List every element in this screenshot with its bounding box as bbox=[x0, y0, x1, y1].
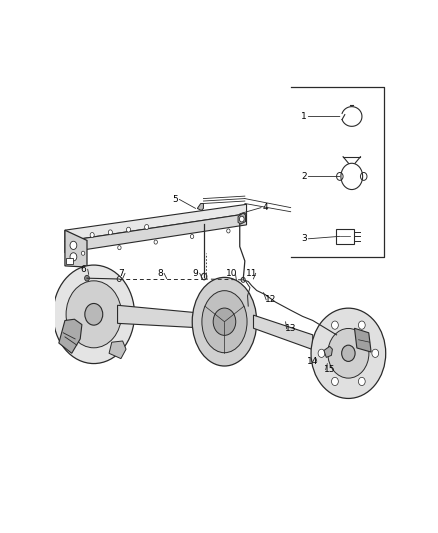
Circle shape bbox=[108, 230, 113, 235]
Text: 11: 11 bbox=[246, 269, 258, 278]
Circle shape bbox=[227, 229, 230, 233]
Text: 1: 1 bbox=[301, 112, 307, 121]
Text: 5: 5 bbox=[173, 195, 178, 204]
Circle shape bbox=[241, 277, 245, 282]
Circle shape bbox=[358, 377, 365, 385]
Circle shape bbox=[127, 227, 131, 232]
Circle shape bbox=[90, 232, 94, 238]
Text: 7: 7 bbox=[118, 269, 124, 278]
Circle shape bbox=[328, 328, 369, 378]
Circle shape bbox=[53, 265, 134, 364]
Circle shape bbox=[191, 235, 194, 239]
Polygon shape bbox=[109, 341, 126, 359]
Circle shape bbox=[332, 377, 338, 385]
Circle shape bbox=[318, 349, 325, 358]
Polygon shape bbox=[59, 319, 82, 353]
Text: 13: 13 bbox=[285, 324, 297, 333]
Circle shape bbox=[154, 240, 157, 244]
Circle shape bbox=[66, 281, 121, 348]
Polygon shape bbox=[117, 305, 201, 328]
Circle shape bbox=[85, 276, 89, 281]
Circle shape bbox=[213, 308, 236, 335]
Circle shape bbox=[81, 251, 85, 255]
Circle shape bbox=[201, 273, 207, 280]
Text: 9: 9 bbox=[193, 269, 198, 278]
Circle shape bbox=[332, 321, 338, 329]
Bar bbox=[66, 259, 74, 264]
Text: 15: 15 bbox=[324, 365, 336, 374]
Circle shape bbox=[240, 216, 244, 222]
Text: 8: 8 bbox=[157, 269, 163, 278]
Circle shape bbox=[70, 253, 77, 261]
Polygon shape bbox=[197, 204, 203, 211]
Polygon shape bbox=[254, 315, 313, 350]
Text: 4: 4 bbox=[262, 203, 268, 212]
Polygon shape bbox=[65, 204, 247, 241]
Circle shape bbox=[70, 241, 77, 249]
Polygon shape bbox=[238, 213, 246, 224]
Text: 12: 12 bbox=[265, 295, 276, 304]
Text: 3: 3 bbox=[301, 235, 307, 243]
Circle shape bbox=[372, 349, 379, 358]
Polygon shape bbox=[65, 214, 247, 253]
Circle shape bbox=[118, 246, 121, 250]
Circle shape bbox=[85, 303, 103, 325]
Ellipse shape bbox=[202, 290, 247, 353]
Circle shape bbox=[311, 308, 386, 399]
Text: 6: 6 bbox=[81, 265, 86, 273]
Polygon shape bbox=[354, 328, 371, 352]
Circle shape bbox=[145, 224, 148, 230]
Circle shape bbox=[117, 277, 121, 281]
Polygon shape bbox=[65, 230, 87, 267]
Polygon shape bbox=[324, 346, 332, 358]
Text: 2: 2 bbox=[301, 172, 307, 181]
Text: 14: 14 bbox=[307, 357, 318, 366]
Text: 10: 10 bbox=[226, 269, 237, 278]
Ellipse shape bbox=[192, 277, 257, 366]
Circle shape bbox=[358, 321, 365, 329]
Circle shape bbox=[342, 345, 355, 361]
